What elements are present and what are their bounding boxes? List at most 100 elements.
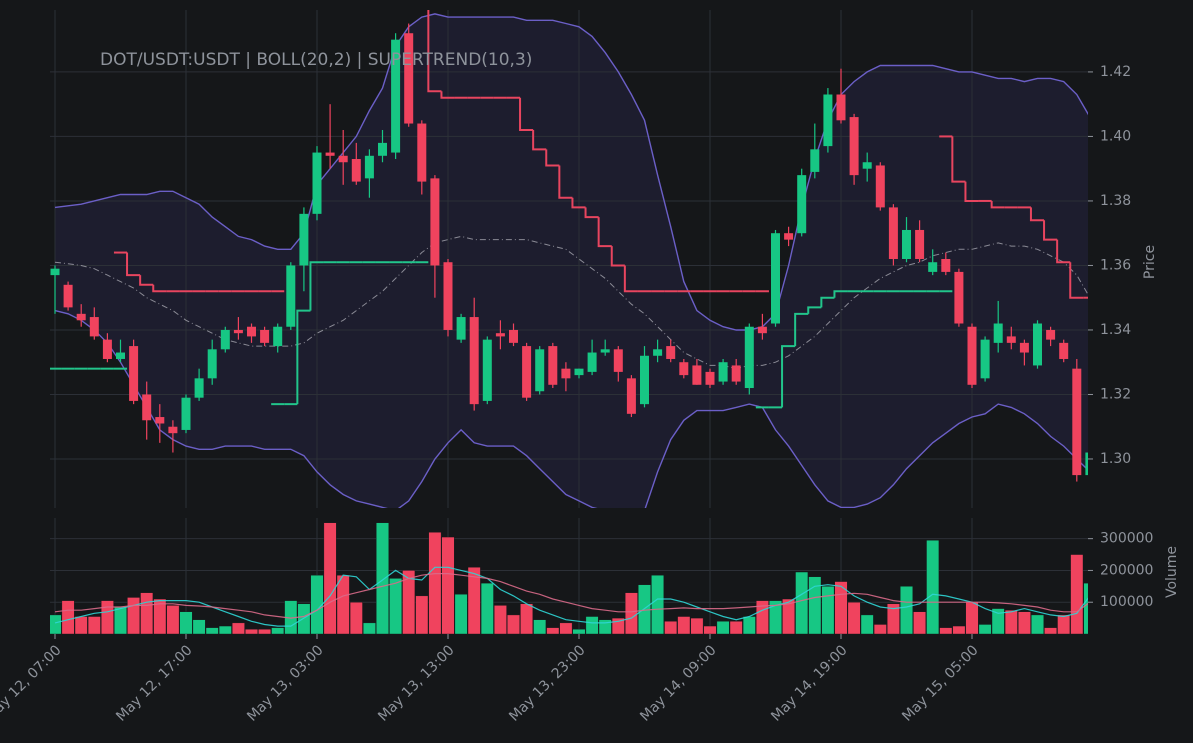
candle-body: [744, 326, 754, 389]
candle-body: [666, 346, 676, 359]
volume-bar: [454, 594, 468, 634]
volume-bar: [100, 600, 114, 634]
volume-bar: [952, 625, 966, 634]
volume-bar: [913, 611, 927, 634]
y-axis-label: Price: [1142, 245, 1158, 279]
volume-bar: [585, 616, 599, 634]
y-tick-label: 200000: [1100, 562, 1153, 578]
supertrend-step: [807, 306, 822, 314]
volume-bar: [74, 616, 88, 634]
candle-body: [430, 178, 440, 266]
volume-bar: [218, 625, 232, 634]
candle-body: [849, 117, 859, 176]
volume-panel: [50, 518, 1088, 634]
candle-body: [364, 155, 374, 179]
candle-body: [692, 365, 702, 385]
volume-bar: [61, 600, 75, 634]
volume-bar: [651, 575, 665, 634]
candle-body: [220, 329, 230, 350]
volume-bar: [991, 608, 1005, 634]
volume-bar: [310, 575, 324, 634]
candle-body: [273, 326, 283, 347]
volume-bar: [769, 600, 782, 634]
candle-body: [902, 229, 911, 259]
supertrend-step: [610, 246, 625, 267]
candle-body: [469, 317, 479, 405]
supertrend-step: [584, 207, 599, 219]
candle-body: [338, 155, 348, 163]
volume-bar: [127, 597, 141, 634]
candle-body: [613, 349, 623, 372]
supertrend-step: [558, 165, 573, 199]
price-panel: [50, 10, 1088, 508]
y-tick-label: 1.34: [1100, 322, 1131, 338]
supertrend-step: [126, 252, 141, 277]
candle-body: [862, 162, 872, 169]
candle-body: [168, 426, 178, 434]
candle-body: [954, 271, 964, 324]
volume-bar: [323, 522, 337, 634]
candle-body: [351, 159, 361, 182]
y-tick-label: 100000: [1100, 594, 1153, 610]
candle-body: [1033, 323, 1042, 366]
y-tick-label: 1.40: [1100, 128, 1131, 144]
candle-body: [443, 262, 453, 330]
volume-bar: [480, 582, 494, 634]
volume-bar: [887, 603, 900, 634]
volume-bar: [507, 614, 520, 634]
candle-body: [417, 123, 427, 182]
volume-bar: [546, 627, 560, 634]
supertrend-step: [440, 91, 455, 99]
supertrend-step: [833, 290, 848, 298]
candle-body: [810, 149, 820, 172]
volume-ma: [54, 573, 1088, 619]
candle-body: [325, 152, 335, 156]
volume-bar: [192, 619, 206, 634]
volume-bar: [873, 624, 887, 634]
candle-body: [561, 368, 571, 379]
candle-body: [1059, 342, 1069, 359]
y-tick-label: 300000: [1100, 531, 1153, 547]
volume-bar: [900, 586, 913, 634]
volume-bar: [179, 611, 193, 634]
candle-body: [1085, 452, 1088, 476]
candle-body: [142, 394, 152, 421]
volume-bar: [494, 605, 507, 634]
supertrend-step: [545, 149, 560, 167]
candle-body: [1019, 342, 1029, 353]
y-tick-label: 1.32: [1100, 386, 1131, 402]
volume-bar: [1057, 614, 1071, 634]
candle-body: [731, 365, 741, 382]
candle-body: [967, 326, 977, 385]
volume-bar: [795, 571, 809, 634]
candle-body: [784, 233, 794, 240]
volume-bar: [782, 598, 796, 634]
candle-body: [915, 229, 925, 259]
volume-bar: [258, 629, 271, 634]
supertrend-step: [1069, 262, 1084, 299]
candle-body: [836, 94, 846, 121]
candle-body: [653, 349, 663, 356]
candle-body: [980, 339, 990, 379]
candle-body: [993, 323, 1003, 343]
supertrend-step: [1029, 207, 1045, 222]
volume-bar: [677, 616, 691, 634]
candle-body: [76, 313, 86, 321]
candle-body: [888, 207, 898, 259]
volume-bar: [847, 602, 861, 634]
candle-body: [456, 317, 466, 340]
candle-body: [155, 417, 165, 424]
candle-body: [548, 346, 558, 385]
candle-body: [587, 352, 597, 372]
candle-body: [626, 378, 636, 414]
volume-bar: [153, 598, 167, 634]
supertrend-step: [571, 197, 586, 209]
candle-body: [378, 142, 387, 156]
volume-bar: [978, 624, 992, 634]
candle-body: [679, 362, 689, 376]
volume-bar: [50, 614, 62, 634]
candle-body: [797, 175, 807, 234]
candle-body: [522, 346, 532, 398]
supertrend-step: [1056, 239, 1071, 264]
volume-bar: [572, 629, 586, 634]
